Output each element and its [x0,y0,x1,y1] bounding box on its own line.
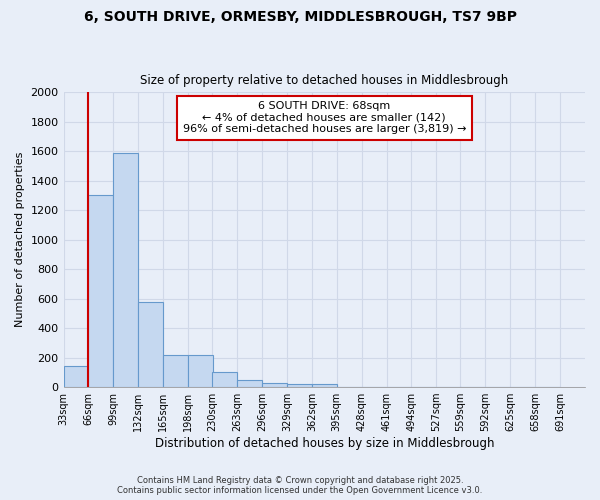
Bar [287,384,312,387]
Text: Contains HM Land Registry data © Crown copyright and database right 2025.
Contai: Contains HM Land Registry data © Crown c… [118,476,482,495]
Bar [312,384,337,387]
Bar [188,356,213,387]
Bar [88,196,113,387]
X-axis label: Distribution of detached houses by size in Middlesbrough: Distribution of detached houses by size … [155,437,494,450]
Bar [163,356,188,387]
Bar [212,372,237,387]
Title: Size of property relative to detached houses in Middlesbrough: Size of property relative to detached ho… [140,74,508,87]
Bar [138,302,163,387]
Bar [113,153,138,387]
Bar [262,384,287,387]
Text: 6 SOUTH DRIVE: 68sqm
← 4% of detached houses are smaller (142)
96% of semi-detac: 6 SOUTH DRIVE: 68sqm ← 4% of detached ho… [182,101,466,134]
Bar [64,366,88,387]
Bar [237,380,262,387]
Text: 6, SOUTH DRIVE, ORMESBY, MIDDLESBROUGH, TS7 9BP: 6, SOUTH DRIVE, ORMESBY, MIDDLESBROUGH, … [83,10,517,24]
Y-axis label: Number of detached properties: Number of detached properties [15,152,25,328]
